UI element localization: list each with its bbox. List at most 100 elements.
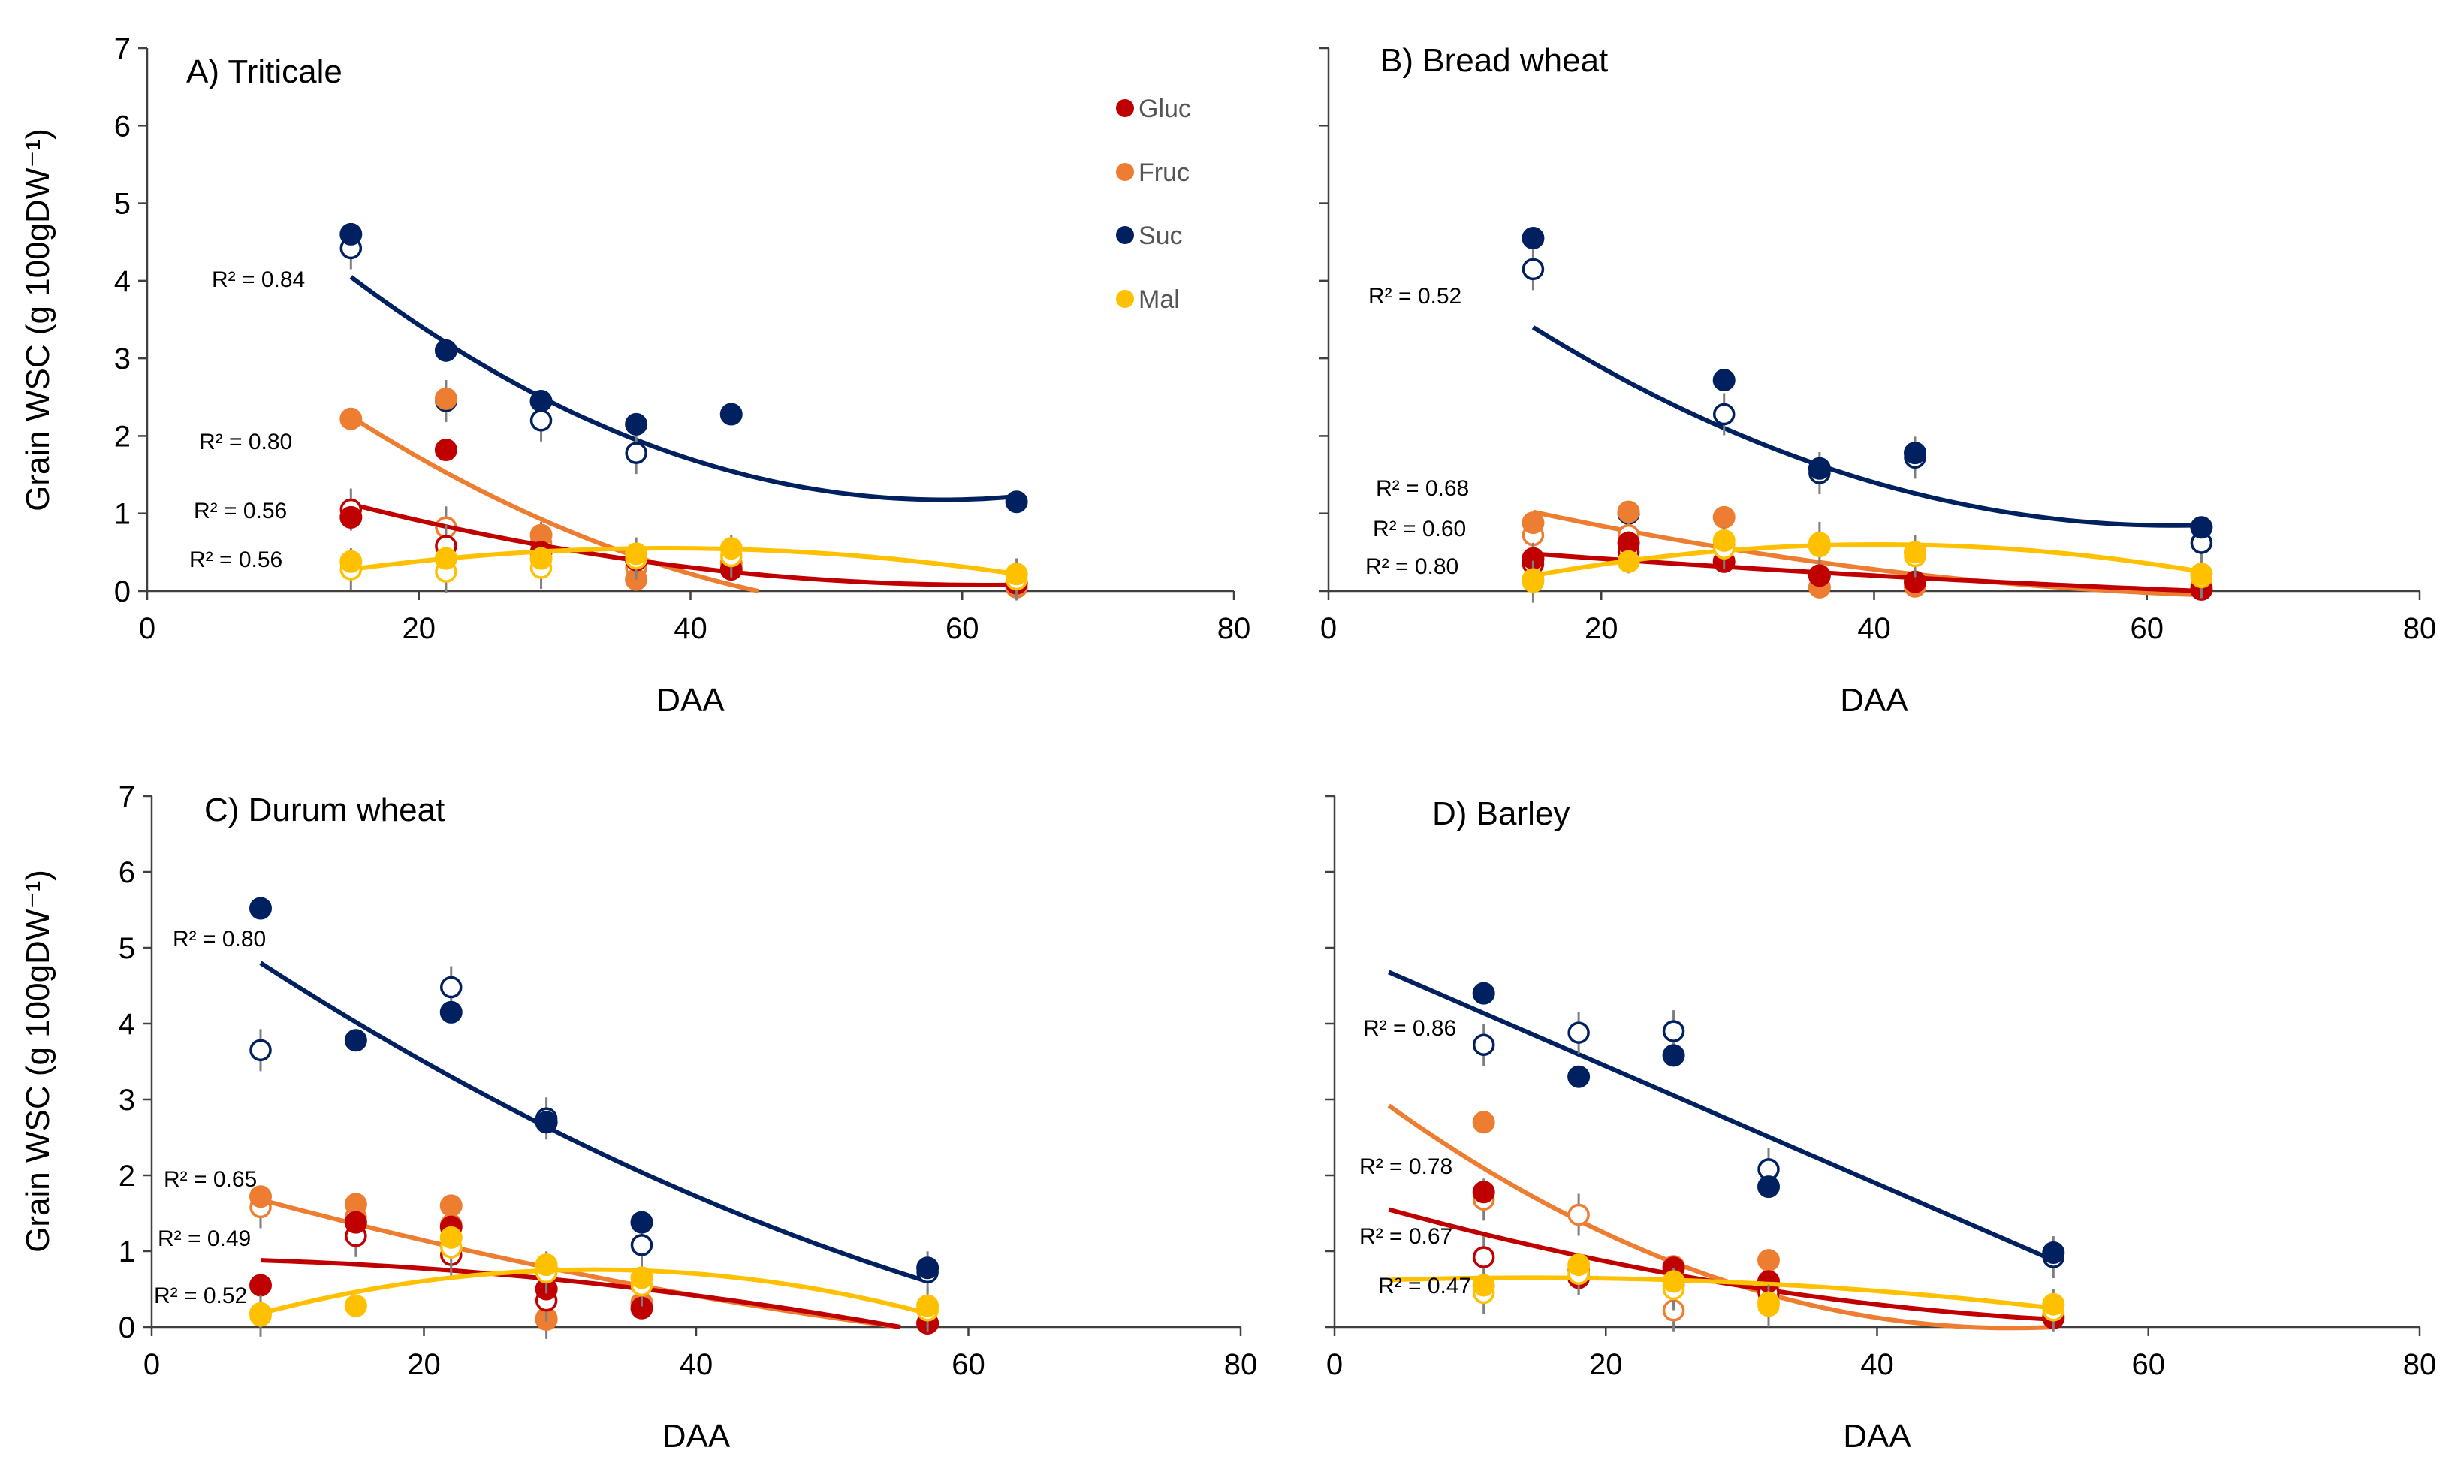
legend-label-fruc: Fruc: [1139, 158, 1190, 187]
data-point-filled: [344, 1211, 367, 1234]
y-tick-label: 1: [114, 498, 131, 531]
series-suc: [249, 897, 939, 1294]
data-point-filled: [439, 1226, 463, 1249]
data-point-filled: [1712, 529, 1736, 552]
trendline-fruc: [1532, 509, 2202, 598]
x-tick-label: 60: [952, 1348, 985, 1381]
data-point-filled: [344, 1294, 367, 1317]
data-point-filled: [249, 897, 272, 920]
legend-label-gluc: Gluc: [1139, 95, 1191, 123]
legend: Gluc Fruc Suc Mal: [1116, 95, 1191, 314]
data-point-filled: [630, 1211, 653, 1234]
trendline-mal: [350, 546, 1018, 577]
series-suc: [1522, 227, 2213, 564]
data-point-filled: [1472, 1274, 1495, 1297]
x-tick-label: 0: [139, 612, 155, 645]
y-axis-label: Grain WSC (g 100gDW⁻¹): [20, 128, 56, 511]
r-squared-label: R² = 0.80: [1365, 554, 1458, 579]
series-gluc: [249, 1211, 939, 1335]
panel-1: 0 1 2 3 4 5 6 7 0 20 40 60 80 DAA Grain WSC (g 100gDW⁻…: [20, 32, 1250, 719]
data-point-open: [249, 1039, 272, 1062]
data-point-filled: [625, 412, 648, 436]
x-tick-label: 20: [1589, 1348, 1623, 1381]
data-point-open: [1662, 1020, 1685, 1042]
data-point-open: [630, 1234, 653, 1256]
x-tick-label: 60: [2132, 1348, 2166, 1381]
data-point-filled: [1617, 550, 1640, 573]
data-point-filled: [2190, 563, 2213, 586]
data-point-open: [1472, 1033, 1495, 1057]
data-point-open: [529, 409, 553, 432]
data-point-filled: [630, 1266, 653, 1289]
x-axis-label: DAA: [1840, 682, 1908, 719]
data-point-filled: [719, 537, 743, 560]
trendline-mal: [1389, 1275, 2054, 1311]
legend-marker-mal: [1116, 290, 1134, 308]
data-point-filled: [1808, 535, 1831, 558]
r-squared-label: R² = 0.68: [1376, 476, 1469, 501]
panel-title: C) Durum wheat: [204, 792, 445, 828]
trendline-suc: [349, 275, 1017, 502]
legend-marker-fruc: [1116, 163, 1134, 181]
panel-title: A) Triticale: [186, 53, 342, 90]
x-tick-label: 0: [143, 1348, 160, 1381]
r-squared-label: R² = 0.56: [189, 547, 282, 572]
x-axis-label: DAA: [656, 682, 725, 719]
data-point-filled: [535, 1253, 558, 1277]
series-mal: [1389, 1253, 2065, 1332]
trendline-suc: [1531, 325, 2202, 528]
data-point-filled: [249, 1302, 272, 1325]
legend-marker-gluc: [1116, 99, 1134, 117]
x-tick-label: 80: [1224, 1348, 1258, 1381]
data-point-open: [1712, 403, 1736, 426]
data-point-filled: [1005, 563, 1028, 586]
r-squared-label: R² = 0.84: [212, 267, 305, 292]
x-tick-label: 60: [2131, 612, 2164, 645]
x-tick-label: 40: [674, 612, 707, 645]
data-point-filled: [434, 387, 457, 410]
y-tick-label: 7: [119, 780, 135, 813]
data-point-filled: [2190, 516, 2213, 539]
data-point-filled: [434, 439, 457, 462]
trendline-fruc: [349, 415, 759, 593]
data-point-filled: [1472, 982, 1495, 1005]
data-point-filled: [1567, 1065, 1591, 1088]
legend-label-mal: Mal: [1139, 285, 1180, 314]
panel-title: B) Bread wheat: [1380, 42, 1608, 79]
data-point-open: [1472, 1246, 1495, 1268]
data-point-filled: [1617, 500, 1640, 523]
data-point-filled: [344, 1029, 367, 1052]
x-tick-label: 80: [2403, 1348, 2437, 1381]
trendline-gluc: [350, 502, 1017, 587]
data-point-filled: [1472, 1181, 1495, 1204]
r-squared-label: R² = 0.86: [1363, 1016, 1456, 1041]
x-axis-label: DAA: [1843, 1418, 1911, 1455]
y-tick-label: 6: [119, 856, 135, 889]
r-squared-label: R² = 0.80: [173, 927, 266, 952]
legend-label-suc: Suc: [1139, 222, 1183, 250]
data-point-filled: [2042, 1241, 2065, 1265]
data-point-filled: [916, 1256, 939, 1280]
data-point-filled: [1757, 1175, 1780, 1199]
data-point-filled: [529, 389, 553, 412]
r-squared-label: R² = 0.47: [1378, 1274, 1471, 1298]
data-point-filled: [2042, 1292, 2065, 1316]
data-point-filled: [529, 547, 553, 570]
data-point-open: [1522, 258, 1545, 281]
y-tick-label: 1: [119, 1235, 135, 1268]
y-tick-label: 2: [114, 420, 131, 453]
data-point-open: [625, 442, 647, 464]
series-mal: [339, 535, 1028, 601]
legend-marker-suc: [1116, 226, 1134, 244]
y-tick-label: 4: [119, 1008, 135, 1041]
data-point-filled: [719, 403, 743, 426]
series-mal: [249, 1226, 939, 1337]
data-point-filled: [1522, 227, 1545, 250]
trendline-gluc: [260, 1258, 901, 1329]
x-tick-label: 40: [680, 1348, 713, 1381]
y-tick-label: 3: [114, 342, 131, 376]
y-tick-label: 7: [114, 32, 131, 65]
data-point-filled: [249, 1185, 272, 1208]
trendline-mal: [1532, 541, 2202, 578]
x-tick-label: 60: [945, 612, 979, 645]
